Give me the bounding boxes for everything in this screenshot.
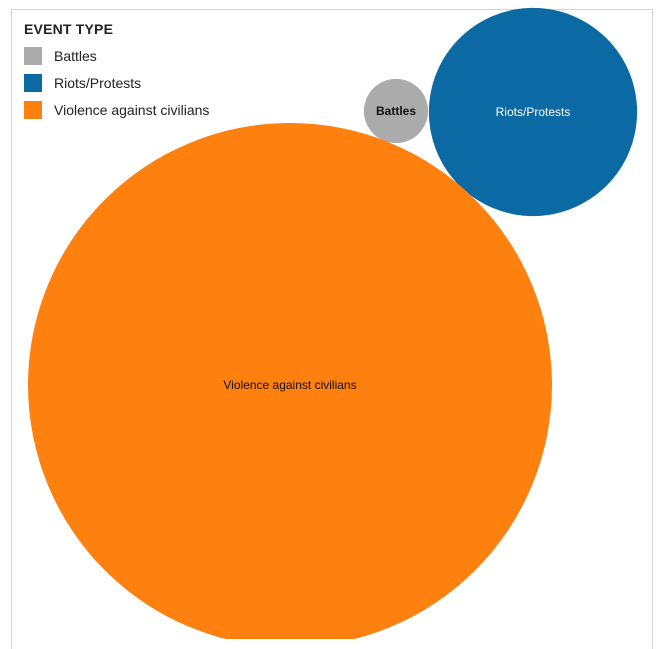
legend-swatch-battles [24, 46, 42, 65]
legend-label-violence-against-civilians: Violence against civilians [54, 101, 210, 118]
legend-swatch-riots-protests [24, 73, 42, 92]
legend-item-riots-protests[interactable]: Riots/Protests [24, 69, 209, 96]
bubble-violence-against-civilians[interactable] [28, 123, 552, 639]
legend-swatch-violence-against-civilians [24, 100, 42, 119]
legend-title: EVENT TYPE [24, 21, 114, 37]
legend-item-battles[interactable]: Battles [24, 42, 209, 69]
bubble-label-riots-protests: Riots/Protests [496, 105, 571, 119]
bubble-riots-protests[interactable] [428, 7, 638, 217]
bubble-label-battles: Battles [376, 104, 416, 118]
legend-label-riots-protests: Riots/Protests [54, 74, 142, 91]
legend-item-violence-against-civilians[interactable]: Violence against civilians [24, 96, 209, 123]
legend: EVENT TYPE Battles Riots/Protests Violen… [24, 21, 209, 123]
legend-label-battles: Battles [54, 47, 97, 64]
bubble-battles[interactable] [363, 78, 429, 144]
bubble-label-violence-against-civilians: Violence against civilians [223, 378, 356, 392]
